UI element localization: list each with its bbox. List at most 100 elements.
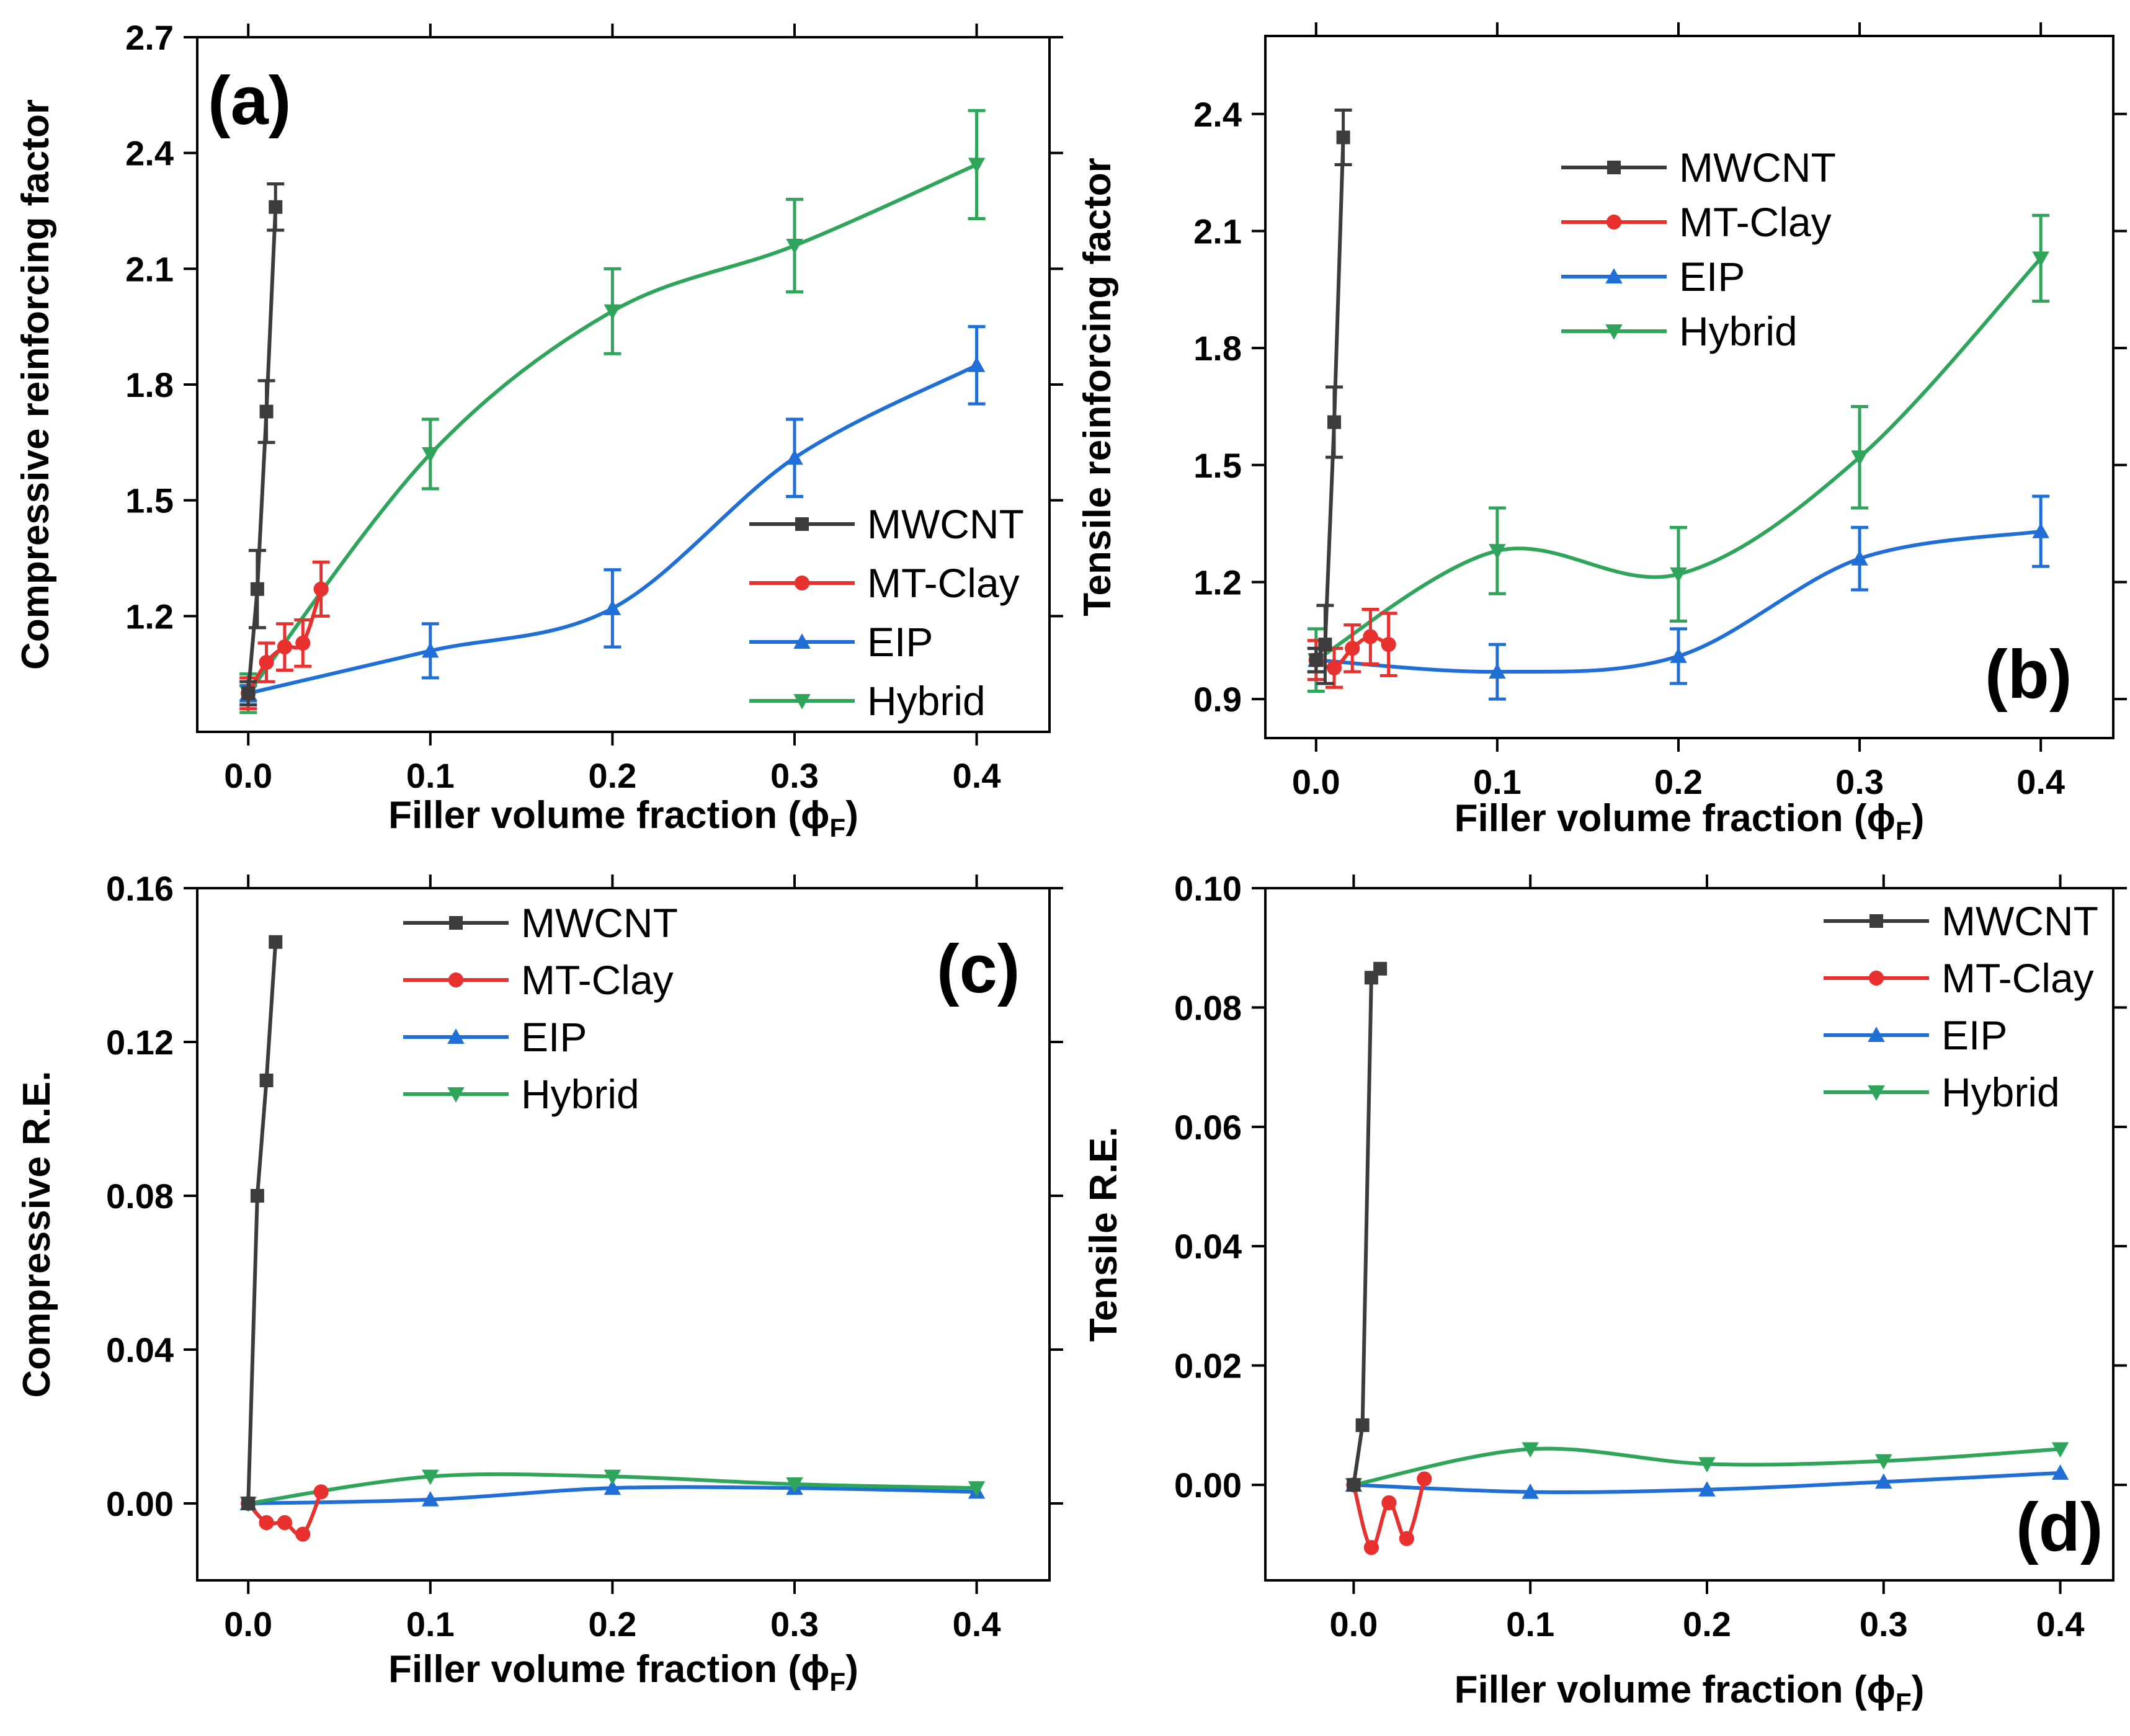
data-point bbox=[241, 686, 256, 700]
legend-item-eip: EIP bbox=[749, 619, 933, 665]
legend-label: EIP bbox=[1941, 1012, 2007, 1058]
series-mt-clay bbox=[241, 1484, 329, 1542]
data-point bbox=[604, 1479, 622, 1495]
x-tick-label: 0.4 bbox=[953, 756, 1001, 795]
series-hybrid bbox=[1345, 1442, 2069, 1493]
data-point bbox=[422, 1469, 439, 1485]
legend-label: MT-Clay bbox=[521, 957, 674, 1003]
y-tick-label: 0.00 bbox=[1174, 1466, 1242, 1505]
y-axis-title: Compressive R.E. bbox=[16, 1071, 58, 1397]
data-point bbox=[968, 158, 986, 174]
panel-label: (d) bbox=[2016, 1489, 2103, 1565]
x-axis-title: Filler volume fraction (ϕF) bbox=[388, 794, 858, 842]
legend-label: EIP bbox=[1679, 254, 1745, 300]
legend-label: MT-Clay bbox=[1941, 955, 2094, 1001]
data-point bbox=[1698, 1481, 1716, 1497]
legend-marker bbox=[1868, 1026, 1885, 1042]
series-line bbox=[246, 207, 278, 694]
legend-label: Hybrid bbox=[1941, 1069, 2060, 1115]
series-mt-clay bbox=[1307, 607, 1397, 689]
y-tick-label: 2.1 bbox=[125, 249, 174, 288]
legend-item-mwcnt: MWCNT bbox=[749, 501, 1024, 547]
data-point bbox=[786, 1477, 803, 1493]
data-point bbox=[1327, 415, 1341, 429]
data-point bbox=[313, 581, 329, 597]
series-mwcnt bbox=[1307, 108, 1352, 685]
legend-label: MT-Clay bbox=[1679, 199, 1832, 245]
data-point bbox=[259, 1515, 274, 1531]
legend-label: MWCNT bbox=[1941, 898, 2098, 944]
legend-label: Hybrid bbox=[1679, 308, 1798, 354]
x-axis-title: Filler volume fraction (ϕF) bbox=[388, 1648, 858, 1696]
legend-marker bbox=[793, 633, 811, 649]
legend-item-mt-clay: MT-Clay bbox=[749, 560, 1020, 606]
x-tick-label: 0.0 bbox=[224, 1605, 272, 1644]
y-tick-label: 0.06 bbox=[1174, 1108, 1242, 1147]
x-tick-label: 0.2 bbox=[588, 756, 636, 795]
data-point bbox=[1381, 636, 1396, 652]
x-axis-title: Filler volume fraction (ϕF) bbox=[1455, 1668, 1925, 1717]
legend-marker bbox=[448, 972, 464, 988]
x-tick-label: 0.4 bbox=[953, 1605, 1001, 1644]
data-point bbox=[1875, 1473, 1892, 1489]
data-point bbox=[250, 1189, 264, 1203]
x-tick-label: 0.1 bbox=[406, 1605, 455, 1644]
x-tick-label: 0.3 bbox=[770, 756, 819, 795]
y-tick-label: 1.8 bbox=[125, 365, 174, 404]
x-tick-label: 0.1 bbox=[1473, 762, 1522, 801]
y-tick-label: 2.1 bbox=[1193, 211, 1242, 251]
legend-item-mt-clay: MT-Clay bbox=[1561, 199, 1832, 245]
data-point bbox=[786, 239, 803, 254]
x-tick-label: 0.1 bbox=[1506, 1605, 1554, 1644]
data-point bbox=[422, 1491, 439, 1507]
y-tick-label: 1.5 bbox=[125, 481, 174, 520]
y-tick-label: 0.02 bbox=[1174, 1347, 1242, 1386]
legend-marker bbox=[795, 517, 809, 531]
series-hybrid bbox=[1307, 213, 2050, 693]
data-point bbox=[1851, 450, 1868, 466]
legend-marker bbox=[793, 694, 811, 710]
panel-b: 0.0 0.1 0.2 0.3 0.4 0.9 1.2 1.5 1.8 2.1 2.4 Filler … bbox=[1076, 22, 2127, 845]
data-point bbox=[1670, 648, 1687, 663]
y-tick-label: 0.16 bbox=[106, 869, 174, 908]
legend-marker bbox=[1605, 324, 1623, 340]
data-point bbox=[1318, 638, 1332, 652]
legend-item-mt-clay: MT-Clay bbox=[1824, 955, 2094, 1001]
legend: MWCNT MT-Clay EIP Hybrid bbox=[1824, 898, 2098, 1115]
data-point bbox=[1489, 663, 1506, 679]
series-line bbox=[247, 363, 978, 695]
y-axis-title: Tensile R.E. bbox=[1082, 1127, 1125, 1342]
legend-marker bbox=[1869, 914, 1883, 928]
y-axis-title: Tensile reinforcing factor bbox=[1076, 158, 1119, 617]
x-tick-label: 0.4 bbox=[2016, 762, 2065, 801]
data-point bbox=[295, 1526, 311, 1542]
data-point bbox=[968, 357, 986, 372]
panel-label: (c) bbox=[937, 931, 1020, 1007]
y-axis-title: Compressive reinforcing factor bbox=[14, 99, 57, 670]
data-point bbox=[2032, 251, 2049, 267]
series-mwcnt bbox=[241, 935, 283, 1510]
data-point bbox=[1381, 1495, 1397, 1511]
y-tick-label: 0.00 bbox=[106, 1484, 174, 1523]
legend: MWCNT MT-Clay EIP Hybrid bbox=[403, 900, 678, 1117]
data-point bbox=[1698, 1457, 1716, 1473]
series-mwcnt bbox=[239, 182, 285, 706]
series-line bbox=[1352, 967, 1382, 1485]
y-tick-label: 2.7 bbox=[125, 18, 174, 57]
legend-marker bbox=[1606, 214, 1622, 230]
data-point bbox=[1875, 1454, 1892, 1470]
legend-item-mwcnt: MWCNT bbox=[403, 900, 678, 946]
data-point bbox=[1347, 1478, 1361, 1492]
legend-label: MWCNT bbox=[521, 900, 678, 946]
panel-c: 0.0 0.1 0.2 0.3 0.4 0.00 0.04 0.08 0.12 0.16 Fille… bbox=[16, 869, 1063, 1696]
series-mwcnt bbox=[1347, 961, 1388, 1492]
series-mt-clay bbox=[239, 560, 330, 711]
series-line bbox=[246, 162, 978, 695]
data-point bbox=[259, 654, 274, 670]
x-tick-label: 0.3 bbox=[1835, 762, 1884, 801]
y-tick-label: 1.2 bbox=[125, 597, 174, 636]
x-tick-label: 0.1 bbox=[406, 756, 455, 795]
legend-item-eip: EIP bbox=[1561, 254, 1745, 300]
y-tick-label: 0.10 bbox=[1174, 869, 1242, 908]
y-tick-label: 0.04 bbox=[1174, 1227, 1242, 1266]
